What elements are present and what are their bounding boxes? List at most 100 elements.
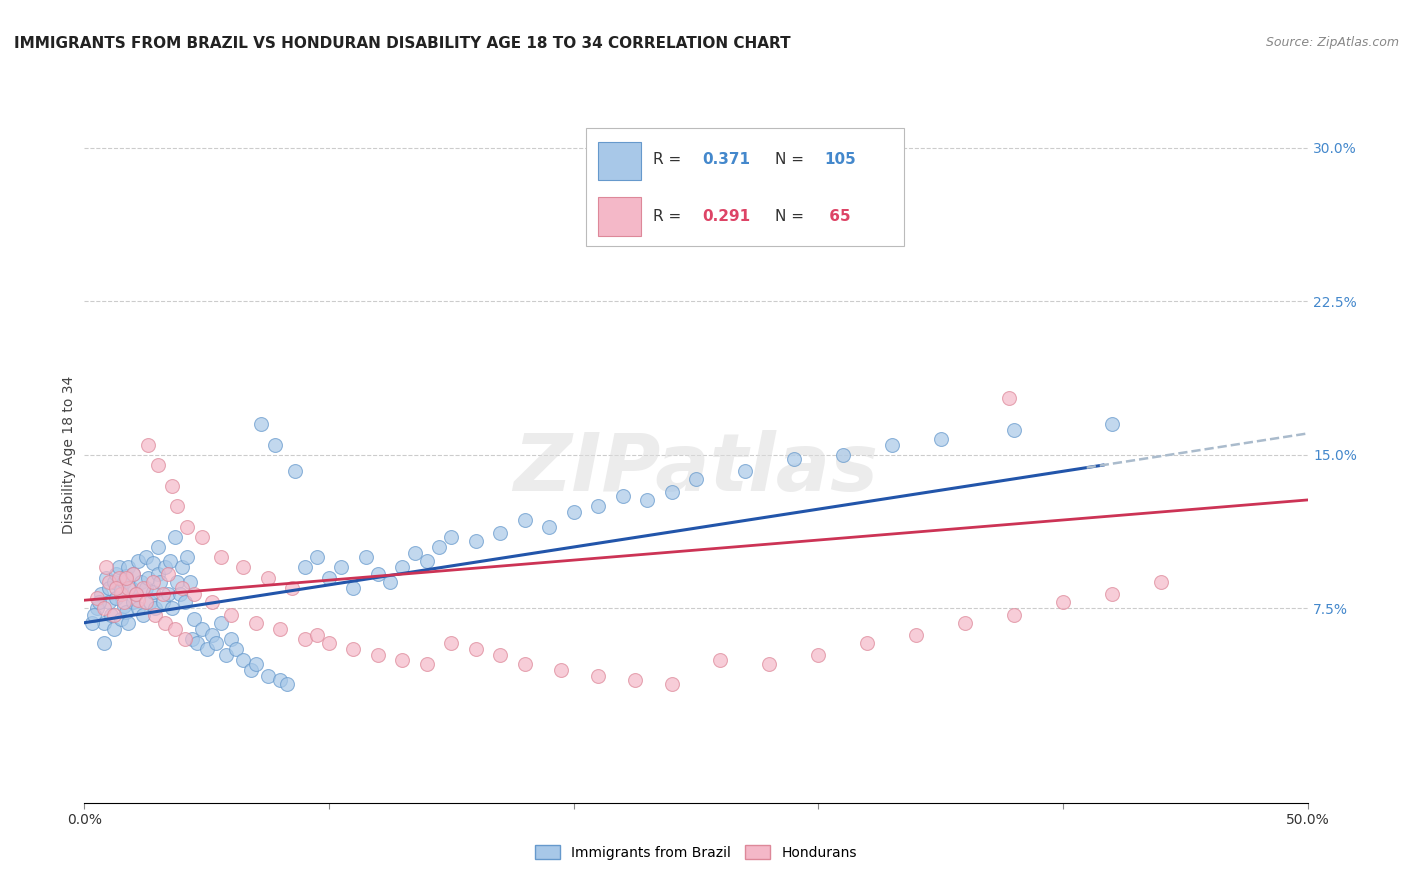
Point bbox=[734, 464, 756, 478]
Point bbox=[146, 540, 169, 554]
Point bbox=[281, 581, 304, 595]
Legend: Immigrants from Brazil, Hondurans: Immigrants from Brazil, Hondurans bbox=[530, 839, 862, 865]
Point bbox=[136, 571, 159, 585]
Point bbox=[172, 560, 194, 574]
Point bbox=[96, 560, 118, 574]
Point bbox=[117, 581, 139, 595]
Point bbox=[215, 648, 238, 663]
Point bbox=[166, 574, 188, 589]
Point bbox=[127, 554, 149, 568]
Point bbox=[257, 669, 280, 683]
Point bbox=[661, 677, 683, 691]
Text: 105: 105 bbox=[824, 152, 856, 167]
Point bbox=[200, 595, 222, 609]
Point bbox=[87, 595, 110, 609]
Point bbox=[105, 591, 128, 606]
Point bbox=[149, 574, 172, 589]
Point bbox=[831, 448, 853, 462]
Point bbox=[129, 574, 152, 589]
Point bbox=[1002, 607, 1025, 622]
Point bbox=[929, 432, 952, 446]
Point bbox=[135, 595, 157, 609]
Point bbox=[513, 513, 536, 527]
Point bbox=[354, 550, 377, 565]
Point bbox=[103, 574, 125, 589]
Text: Source: ZipAtlas.com: Source: ZipAtlas.com bbox=[1265, 36, 1399, 49]
Point bbox=[162, 478, 184, 492]
Point bbox=[169, 587, 191, 601]
Point bbox=[330, 560, 353, 574]
Point bbox=[391, 652, 413, 666]
Point bbox=[294, 632, 316, 646]
Point bbox=[139, 595, 162, 609]
Point bbox=[232, 560, 254, 574]
Point bbox=[97, 574, 120, 589]
Point bbox=[122, 595, 145, 609]
Point bbox=[342, 581, 364, 595]
Point bbox=[367, 566, 389, 581]
Point bbox=[464, 642, 486, 657]
Point bbox=[416, 554, 439, 568]
Point bbox=[225, 642, 247, 657]
Point bbox=[427, 540, 450, 554]
Point bbox=[112, 574, 135, 589]
Point bbox=[269, 622, 291, 636]
Point bbox=[159, 554, 181, 568]
Point bbox=[284, 464, 307, 478]
Point bbox=[153, 560, 176, 574]
Point bbox=[162, 601, 184, 615]
Point bbox=[416, 657, 439, 671]
Point bbox=[97, 581, 120, 595]
Point bbox=[142, 557, 165, 571]
Point bbox=[191, 622, 214, 636]
Point bbox=[276, 677, 298, 691]
Point bbox=[624, 673, 647, 687]
Point bbox=[1150, 574, 1173, 589]
Point bbox=[172, 581, 194, 595]
Text: 65: 65 bbox=[824, 210, 851, 225]
Point bbox=[173, 595, 195, 609]
Point bbox=[758, 657, 780, 671]
Point bbox=[110, 587, 132, 601]
Text: N =: N = bbox=[776, 210, 810, 225]
Point bbox=[1101, 587, 1123, 601]
Point bbox=[245, 657, 267, 671]
Point bbox=[183, 612, 205, 626]
Point bbox=[953, 615, 976, 630]
Text: R =: R = bbox=[654, 152, 686, 167]
Point bbox=[709, 652, 731, 666]
Point bbox=[143, 607, 166, 622]
Point bbox=[181, 632, 204, 646]
Point bbox=[391, 560, 413, 574]
Point bbox=[342, 642, 364, 657]
Point bbox=[153, 615, 176, 630]
Point bbox=[86, 591, 108, 606]
Point bbox=[173, 632, 195, 646]
Point bbox=[117, 615, 139, 630]
Point bbox=[112, 599, 135, 614]
Point bbox=[318, 571, 340, 585]
Point bbox=[97, 595, 120, 609]
Point bbox=[550, 663, 572, 677]
Text: IMMIGRANTS FROM BRAZIL VS HONDURAN DISABILITY AGE 18 TO 34 CORRELATION CHART: IMMIGRANTS FROM BRAZIL VS HONDURAN DISAB… bbox=[14, 36, 790, 51]
Point bbox=[1101, 417, 1123, 432]
FancyBboxPatch shape bbox=[598, 197, 641, 235]
Point bbox=[586, 499, 609, 513]
Point bbox=[219, 607, 242, 622]
Point bbox=[232, 652, 254, 666]
Point bbox=[96, 571, 118, 585]
Text: ZIPatlas: ZIPatlas bbox=[513, 430, 879, 508]
Point bbox=[404, 546, 426, 560]
Point bbox=[245, 615, 267, 630]
Point bbox=[264, 438, 287, 452]
Point bbox=[110, 612, 132, 626]
FancyBboxPatch shape bbox=[598, 142, 641, 180]
Point bbox=[86, 601, 108, 615]
Point bbox=[115, 571, 138, 585]
Point bbox=[219, 632, 242, 646]
Point bbox=[513, 657, 536, 671]
Point bbox=[115, 568, 138, 582]
Point bbox=[179, 574, 201, 589]
Point bbox=[105, 566, 128, 581]
Point bbox=[489, 648, 512, 663]
